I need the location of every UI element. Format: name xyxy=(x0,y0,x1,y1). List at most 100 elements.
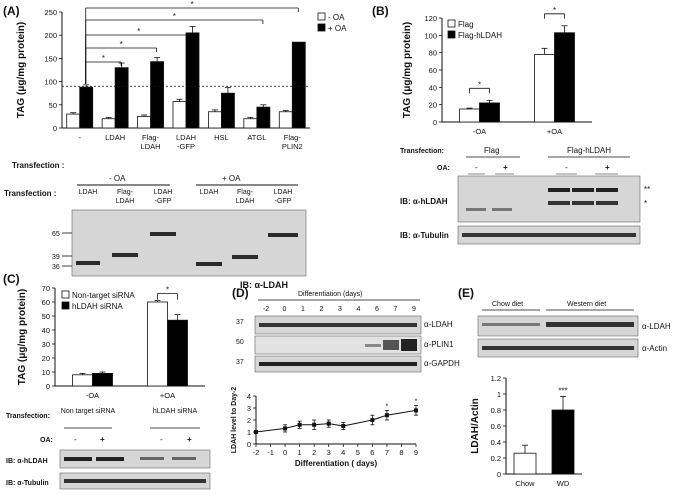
panel-c-label: (C) xyxy=(3,272,20,286)
panel-b-chart: 0 20 40 60 80 100 120 TAG (μg/mg protein) -OA +OA… xyxy=(402,6,592,136)
bar xyxy=(513,452,537,475)
bar xyxy=(243,118,258,129)
blot-b-ib2: IB: α-Tubulin xyxy=(400,231,449,240)
bar xyxy=(256,106,271,129)
bar xyxy=(172,101,187,129)
y-axis-label: LDAH/Actin xyxy=(470,398,481,454)
x-category-label: ATGL xyxy=(247,133,266,142)
panel-a-chart: 0 50 100 150 200 250 TAG (μg/mg protein) - LDAH F… xyxy=(16,0,347,151)
bar xyxy=(534,54,555,123)
blot-a-group-minus-oa: - OA xyxy=(109,174,126,183)
x-category-label: HSL xyxy=(214,133,229,142)
series-line xyxy=(255,409,417,433)
panel-b-blot: Transfection: Flag Flag-hLDAH OA: - + - … xyxy=(400,146,650,245)
legend-swatch xyxy=(447,30,456,39)
bar xyxy=(221,92,235,129)
panel-d-chart: 0 1 2 3 4 -2 -1 0 1 2 3 4 5 6 7 8 9 Differentiation ( day… xyxy=(231,387,418,468)
y-tick-label: 0 xyxy=(497,470,501,479)
x-tick-label: 5 xyxy=(356,448,360,457)
band xyxy=(365,344,381,347)
x-category-label: Chow xyxy=(515,479,535,488)
bar xyxy=(554,32,575,123)
panel-c-chart: 0 10 20 30 40 50 60 70 TAG (μg/mg protein) -OA +OA… xyxy=(17,284,205,400)
blot-c-oa-label: OA: xyxy=(40,437,53,444)
data-point xyxy=(254,430,258,434)
bar xyxy=(147,301,168,387)
y-tick-label: 0 xyxy=(433,118,437,127)
x-category-label: LDAH -GFP xyxy=(176,133,196,151)
band xyxy=(548,188,570,192)
x-tick-label: 3 xyxy=(327,448,331,457)
blot-d-day-label: 2 xyxy=(320,306,324,313)
blot-d-day-label: 7 xyxy=(394,306,398,313)
bar xyxy=(66,113,81,129)
y-tick-label: 1 xyxy=(247,428,251,437)
blot-b-mark-single: * xyxy=(644,199,647,208)
legend-swatch xyxy=(317,23,326,32)
blot-b-oa-sign: - xyxy=(475,163,478,172)
band xyxy=(572,188,594,192)
x-axis-label: Differentiation ( days) xyxy=(295,459,378,468)
blot-b-membrane-1 xyxy=(457,175,641,223)
y-tick-label: 150 xyxy=(44,54,57,63)
band xyxy=(64,479,206,483)
panel-a-transfection-label: Transfection : xyxy=(12,161,64,170)
band xyxy=(401,339,417,351)
data-point xyxy=(370,418,375,422)
x-category-label: Flag-PLIN2 xyxy=(282,133,303,151)
y-tick-label: 30 xyxy=(42,340,50,349)
y-tick-label: 2 xyxy=(247,416,251,425)
x-category-label: +OA xyxy=(547,127,562,136)
blot-b-mark-double: ** xyxy=(644,185,650,194)
y-tick-label: 1 xyxy=(497,390,501,399)
panel-e-chart: 0 0.2 0.4 0.6 0.8 1 1.2 LDAH/Actin Chow WD *** xyxy=(470,374,582,488)
blot-d-day-label: 0 xyxy=(283,306,287,313)
bar xyxy=(208,111,222,129)
y-axis-label: TAG (μg/mg protein) xyxy=(402,22,413,118)
y-tick-label: 20 xyxy=(42,354,50,363)
legend-swatch xyxy=(61,290,70,299)
y-axis-label: TAG (μg/mg protein) xyxy=(16,22,27,118)
band xyxy=(492,208,512,211)
bar xyxy=(479,102,500,123)
y-tick-label: 100 xyxy=(44,78,57,87)
sig-star: * xyxy=(102,54,105,63)
blot-a-transfection-label: Transfection : xyxy=(4,189,56,198)
blot-b-group-flag-hldah: Flag-hLDAH xyxy=(567,146,611,155)
blot-d-row-ldah: α-LDAH xyxy=(424,320,453,329)
band xyxy=(172,457,196,460)
sig-star: * xyxy=(166,286,169,295)
bar xyxy=(137,116,151,129)
y-tick-label: 0.6 xyxy=(491,422,501,431)
blot-d-day-labels: -2 0 1 2 3 4 6 7 9 xyxy=(263,306,416,313)
blot-a-lane-label: LDAH -GFP xyxy=(154,189,173,205)
panel-d-label: (D) xyxy=(232,286,249,300)
x-category-label: - xyxy=(78,133,81,142)
band xyxy=(64,457,92,461)
x-tick-label: 8 xyxy=(399,448,403,457)
y-tick-label: 0.2 xyxy=(491,454,501,463)
x-category-label: -OA xyxy=(86,391,99,400)
y-tick-label: 10 xyxy=(42,368,50,377)
x-category-label: LDAH xyxy=(105,133,125,142)
y-tick-label: 40 xyxy=(429,83,437,92)
blot-a-lane-label: LDAH -GFP xyxy=(274,189,293,205)
blot-a-lane-label: LDAH xyxy=(200,189,219,196)
data-point xyxy=(326,421,331,426)
sig-star: * xyxy=(137,27,140,36)
blot-e-row-ldah: α-LDAH xyxy=(642,322,671,331)
band xyxy=(268,233,298,237)
y-tick-label: 60 xyxy=(42,298,50,307)
legend-swatch xyxy=(317,12,326,21)
band xyxy=(482,323,540,326)
blot-b-oa-sign: - xyxy=(565,163,568,172)
bar xyxy=(459,108,480,123)
y-tick-label: 50 xyxy=(49,101,57,110)
panel-c-blot: Transfection: Non target siRNA hLDAH siR… xyxy=(6,408,211,490)
y-tick-label: 80 xyxy=(429,49,437,58)
legend-label: Flag xyxy=(458,20,474,29)
y-tick-label: 3 xyxy=(247,404,251,413)
sig-star: * xyxy=(553,6,556,15)
panel-e-blot: Chow diet Western diet α-LDAH α-Actin xyxy=(477,301,671,358)
legend-label: Flag-hLDAH xyxy=(458,31,502,40)
